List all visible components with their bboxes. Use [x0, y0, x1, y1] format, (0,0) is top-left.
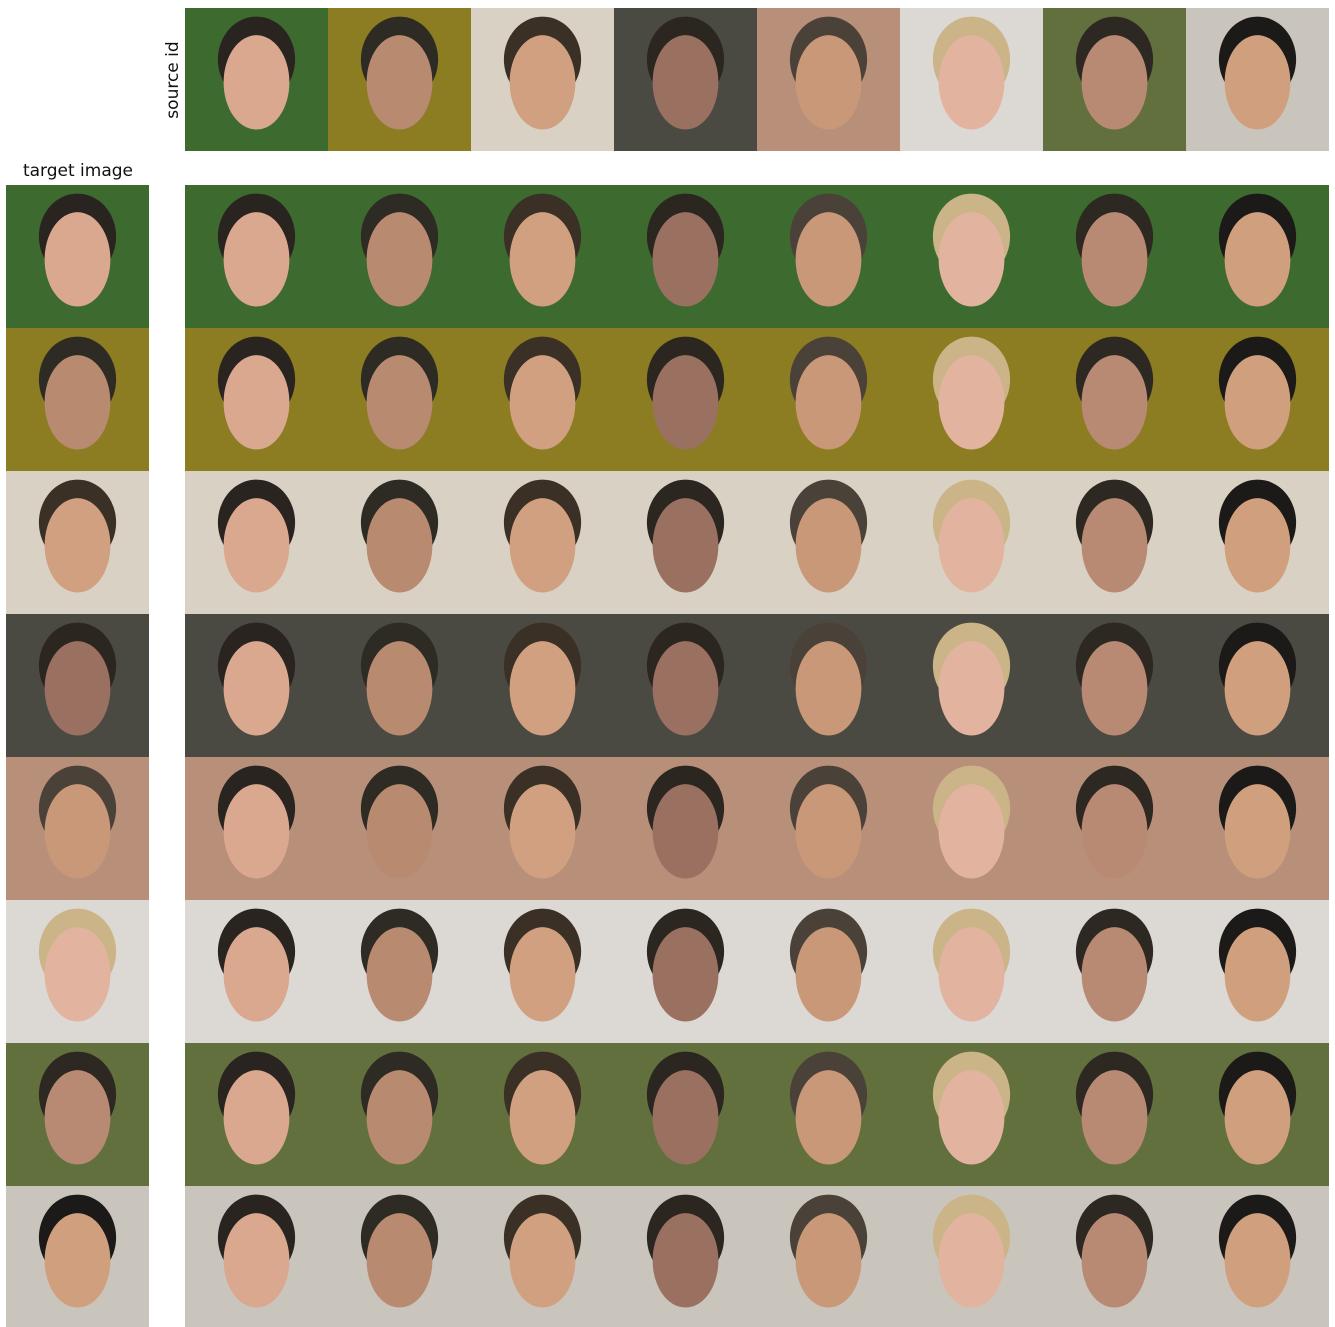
face: [367, 784, 433, 878]
face: [653, 1213, 719, 1307]
face: [510, 641, 576, 735]
face: [1225, 498, 1291, 592]
page: target image source id (() => { const da…: [0, 0, 1335, 1327]
image-grid: [6, 8, 1329, 1327]
face: [1225, 1213, 1291, 1307]
face: [224, 1070, 290, 1164]
face: [1225, 1070, 1291, 1164]
face: [796, 641, 862, 735]
face: [939, 212, 1005, 306]
face: [367, 1213, 433, 1307]
face: [45, 641, 111, 735]
face: [1225, 641, 1291, 735]
face: [367, 498, 433, 592]
face: [224, 784, 290, 878]
face: [1225, 784, 1291, 878]
face: [939, 355, 1005, 449]
face: [653, 498, 719, 592]
face: [653, 355, 719, 449]
face: [796, 498, 862, 592]
face: [653, 35, 719, 129]
face: [45, 927, 111, 1021]
face: [1082, 35, 1148, 129]
face: [653, 641, 719, 735]
face: [510, 927, 576, 1021]
face: [939, 1070, 1005, 1164]
face: [653, 784, 719, 878]
face: [367, 1070, 433, 1164]
face: [367, 641, 433, 735]
face: [796, 35, 862, 129]
face: [367, 35, 433, 129]
face: [1082, 212, 1148, 306]
face: [224, 1213, 290, 1307]
face: [224, 212, 290, 306]
face: [653, 927, 719, 1021]
face: [796, 927, 862, 1021]
face: [1225, 355, 1291, 449]
face: [939, 641, 1005, 735]
face: [939, 784, 1005, 878]
face: [796, 1213, 862, 1307]
face: [653, 212, 719, 306]
face: [45, 498, 111, 592]
face: [510, 1213, 576, 1307]
face: [939, 927, 1005, 1021]
face: [796, 212, 862, 306]
face: [367, 212, 433, 306]
face: [939, 498, 1005, 592]
face: [510, 212, 576, 306]
face: [45, 1070, 111, 1164]
face: [1082, 784, 1148, 878]
face: [796, 1070, 862, 1164]
face: [796, 355, 862, 449]
face: [510, 498, 576, 592]
face: [510, 1070, 576, 1164]
face: [796, 784, 862, 878]
face: [367, 355, 433, 449]
face: [224, 35, 290, 129]
face: [1225, 212, 1291, 306]
face: [45, 212, 111, 306]
target-label: target image: [23, 161, 133, 181]
face: [45, 784, 111, 878]
face: [224, 355, 290, 449]
face: [224, 498, 290, 592]
source-label: source id: [163, 41, 183, 118]
face: [1225, 927, 1291, 1021]
face: [1082, 1070, 1148, 1164]
face: [1082, 927, 1148, 1021]
face: [510, 35, 576, 129]
face: [45, 355, 111, 449]
figure: target image source id: [0, 0, 1335, 1327]
face: [510, 784, 576, 878]
face: [224, 641, 290, 735]
face: [939, 35, 1005, 129]
face: [510, 355, 576, 449]
face: [1225, 35, 1291, 129]
face: [1082, 355, 1148, 449]
face: [939, 1213, 1005, 1307]
face: [367, 927, 433, 1021]
face: [1082, 1213, 1148, 1307]
face: [45, 1213, 111, 1307]
face: [653, 1070, 719, 1164]
face: [224, 927, 290, 1021]
face: [1082, 498, 1148, 592]
face: [1082, 641, 1148, 735]
